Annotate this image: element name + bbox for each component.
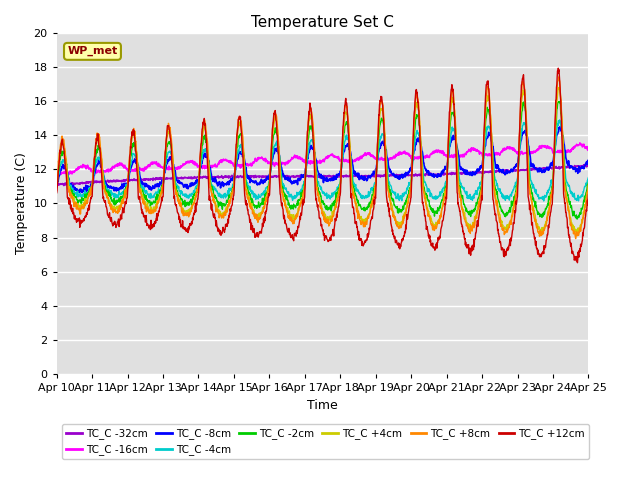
TC_C -2cm xyxy=(299,188,307,193)
TC_C -2cm xyxy=(116,195,124,201)
Line: TC_C +12cm: TC_C +12cm xyxy=(57,68,588,263)
TC_C +8cm xyxy=(289,217,297,223)
TC_C -8cm xyxy=(556,124,564,130)
TC_C -8cm xyxy=(53,181,61,187)
TC_C +4cm xyxy=(94,137,102,143)
TC_C -8cm xyxy=(116,186,124,192)
TC_C +8cm xyxy=(94,132,102,138)
TC_C -32cm xyxy=(60,182,68,188)
TC_C -32cm xyxy=(116,178,124,184)
TC_C -16cm xyxy=(53,170,61,176)
TC_C +4cm xyxy=(355,213,363,219)
TC_C -4cm xyxy=(94,155,102,160)
TC_C -4cm xyxy=(540,198,548,204)
TC_C -4cm xyxy=(278,180,286,185)
TC_C -16cm xyxy=(63,171,70,177)
TC_C -32cm xyxy=(53,181,61,187)
TC_C +4cm xyxy=(573,232,580,238)
TC_C -2cm xyxy=(556,98,563,104)
TC_C -2cm xyxy=(355,202,363,208)
TC_C +4cm xyxy=(289,214,297,220)
Y-axis label: Temperature (C): Temperature (C) xyxy=(15,153,28,254)
Line: TC_C -16cm: TC_C -16cm xyxy=(57,143,588,174)
TC_C -16cm xyxy=(94,167,102,173)
TC_C -2cm xyxy=(584,180,592,185)
TC_C +12cm xyxy=(299,203,307,208)
TC_C -32cm xyxy=(290,174,298,180)
TC_C +12cm xyxy=(554,65,562,71)
TC_C -4cm xyxy=(556,117,564,123)
TC_C +12cm xyxy=(278,204,286,209)
TC_C -16cm xyxy=(279,160,287,166)
TC_C -4cm xyxy=(299,182,307,188)
TC_C +12cm xyxy=(94,138,102,144)
TC_C -32cm xyxy=(300,173,307,179)
TC_C -8cm xyxy=(94,160,102,166)
TC_C +4cm xyxy=(299,192,307,198)
TC_C -8cm xyxy=(79,190,86,195)
TC_C -32cm xyxy=(279,173,287,179)
TC_C +4cm xyxy=(116,203,124,209)
TC_C -16cm xyxy=(116,160,124,166)
Line: TC_C -32cm: TC_C -32cm xyxy=(57,165,588,185)
TC_C -8cm xyxy=(290,180,298,186)
TC_C +8cm xyxy=(355,212,363,218)
TC_C +8cm xyxy=(53,181,61,187)
TC_C +12cm xyxy=(53,190,61,196)
TC_C -16cm xyxy=(356,156,364,162)
TC_C -32cm xyxy=(580,162,588,168)
TC_C -16cm xyxy=(584,147,592,153)
TC_C -8cm xyxy=(584,158,592,164)
TC_C +12cm xyxy=(289,237,297,242)
TC_C -32cm xyxy=(94,179,102,185)
X-axis label: Time: Time xyxy=(307,399,338,412)
TC_C +8cm xyxy=(278,192,286,197)
TC_C +4cm xyxy=(584,182,592,188)
TC_C +4cm xyxy=(278,189,286,194)
Line: TC_C -4cm: TC_C -4cm xyxy=(57,120,588,201)
TC_C -8cm xyxy=(356,174,364,180)
TC_C -8cm xyxy=(279,169,287,175)
TC_C +4cm xyxy=(53,184,61,190)
TC_C +8cm xyxy=(116,204,124,209)
TC_C +8cm xyxy=(572,236,579,241)
TC_C +8cm xyxy=(584,181,592,187)
TC_C +12cm xyxy=(573,260,581,265)
TC_C -16cm xyxy=(300,156,307,162)
TC_C -2cm xyxy=(573,216,581,222)
TC_C -16cm xyxy=(576,140,584,146)
TC_C -32cm xyxy=(584,163,592,168)
TC_C +12cm xyxy=(116,217,124,223)
Line: TC_C -8cm: TC_C -8cm xyxy=(57,127,588,192)
TC_C -32cm xyxy=(356,174,364,180)
TC_C -4cm xyxy=(584,175,592,180)
TC_C +4cm xyxy=(555,84,563,90)
TC_C -2cm xyxy=(94,147,102,153)
TC_C -4cm xyxy=(53,182,61,188)
Text: WP_met: WP_met xyxy=(67,46,118,57)
TC_C -8cm xyxy=(300,174,307,180)
Title: Temperature Set C: Temperature Set C xyxy=(251,15,394,30)
TC_C -2cm xyxy=(53,180,61,186)
TC_C -4cm xyxy=(289,196,297,202)
TC_C -2cm xyxy=(289,206,297,212)
TC_C +12cm xyxy=(584,192,592,197)
Legend: TC_C -32cm, TC_C -16cm, TC_C -8cm, TC_C -4cm, TC_C -2cm, TC_C +4cm, TC_C +8cm, T: TC_C -32cm, TC_C -16cm, TC_C -8cm, TC_C … xyxy=(62,424,589,459)
Line: TC_C -2cm: TC_C -2cm xyxy=(57,101,588,219)
Line: TC_C +4cm: TC_C +4cm xyxy=(57,87,588,235)
TC_C -16cm xyxy=(290,155,298,160)
TC_C -2cm xyxy=(278,185,286,191)
TC_C -4cm xyxy=(116,192,124,197)
TC_C +8cm xyxy=(555,74,563,80)
TC_C +8cm xyxy=(299,195,307,201)
Line: TC_C +8cm: TC_C +8cm xyxy=(57,77,588,239)
TC_C -4cm xyxy=(355,190,363,195)
TC_C +12cm xyxy=(355,232,363,238)
